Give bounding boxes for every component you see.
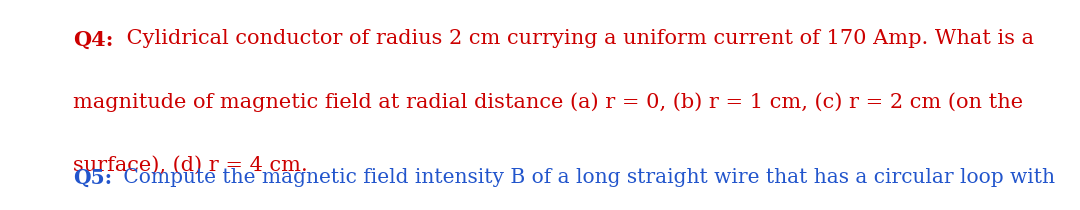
Text: Q5:: Q5: bbox=[73, 168, 112, 188]
Text: surface), (d) r = 4 cm.: surface), (d) r = 4 cm. bbox=[73, 155, 308, 174]
Text: magnitude of magnetic field at radial distance (a) r = 0, (b) r = 1 cm, (c) r = : magnitude of magnetic field at radial di… bbox=[73, 92, 1024, 112]
Text: Q4:: Q4: bbox=[73, 29, 113, 49]
Text: Compute the magnetic field intensity B of a long straight wire that has a circul: Compute the magnetic field intensity B o… bbox=[117, 168, 1055, 187]
Text: Cylidrical conductor of radius 2 cm currying a uniform current of 170 Amp. What : Cylidrical conductor of radius 2 cm curr… bbox=[120, 29, 1034, 48]
